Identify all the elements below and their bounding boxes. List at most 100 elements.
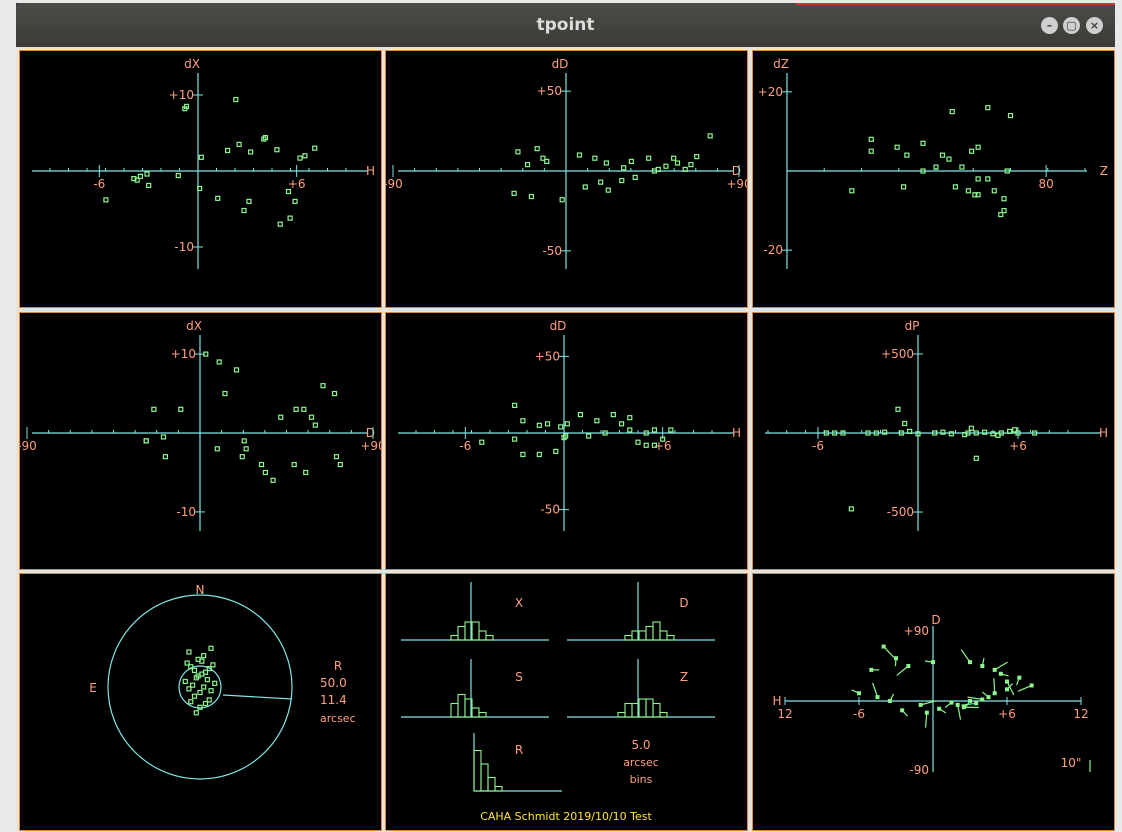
data-point	[201, 653, 207, 659]
data-point	[939, 152, 946, 158]
data-point	[627, 415, 633, 421]
x-tick-label: -90	[386, 177, 403, 191]
data-point	[882, 429, 888, 435]
data-point	[946, 156, 952, 162]
histogram-bar	[652, 702, 661, 718]
data-point	[887, 699, 892, 703]
data-point	[301, 406, 307, 412]
data-point	[544, 421, 551, 427]
data-point	[594, 418, 600, 424]
data-point	[949, 109, 955, 115]
data-point	[536, 451, 542, 458]
data-point	[869, 667, 874, 672]
data-point	[137, 173, 144, 179]
maximize-button[interactable]: ▢	[1063, 17, 1080, 34]
error-vector	[1006, 681, 1015, 696]
x-axis-label: D	[732, 164, 741, 178]
histogram-bar	[624, 634, 633, 641]
data-point	[646, 155, 652, 161]
data-point	[233, 96, 239, 103]
histogram-label: Z	[680, 670, 688, 684]
error-vector	[961, 702, 977, 706]
y-tick-label: +500	[881, 347, 914, 361]
histogram-bar	[494, 785, 503, 792]
y-tick-label: +50	[537, 84, 562, 98]
data-point	[214, 446, 220, 452]
minimize-icon: –	[1046, 19, 1053, 32]
data-point	[331, 390, 338, 397]
data-point	[895, 406, 901, 412]
data-point	[210, 662, 216, 668]
x-axis-label: H	[366, 164, 375, 178]
data-point	[643, 442, 649, 448]
data-point	[193, 710, 199, 716]
data-point	[621, 165, 627, 171]
data-point	[312, 422, 318, 428]
data-point	[663, 163, 669, 169]
histogram-bar	[478, 630, 487, 641]
title-bar[interactable]: tpoint – ▢ ×	[16, 3, 1115, 47]
panel-radial-error: N E R 50.0 11.4 arcsec	[19, 573, 382, 831]
data-point	[278, 414, 284, 420]
data-point	[894, 656, 898, 661]
histogram-bar	[659, 630, 668, 641]
data-point	[894, 144, 900, 150]
data-point	[564, 421, 570, 427]
histogram-bar	[450, 702, 459, 718]
data-point	[262, 469, 268, 476]
data-point	[849, 188, 855, 194]
minimize-button[interactable]: –	[1041, 17, 1058, 34]
error-vector	[872, 682, 879, 698]
histogram-label: X	[515, 596, 523, 610]
error-vector	[957, 704, 962, 720]
error-vector	[967, 696, 983, 701]
data-point	[553, 448, 559, 454]
data-point	[160, 434, 167, 440]
data-point	[320, 383, 326, 389]
y-tick-label: -50	[542, 244, 562, 258]
data-point	[998, 671, 1003, 676]
data-point	[308, 414, 315, 420]
data-point	[875, 695, 880, 700]
data-point	[973, 455, 979, 461]
data-point	[924, 710, 929, 715]
data-point	[848, 506, 854, 512]
histogram-label: R	[515, 743, 523, 757]
scale-label: 10"	[1061, 756, 1082, 770]
data-point	[881, 644, 886, 649]
data-point	[563, 433, 569, 439]
data-point	[980, 664, 985, 668]
data-point	[832, 430, 838, 436]
data-point	[143, 438, 149, 444]
x-axis-label: H	[772, 694, 781, 708]
data-point	[857, 691, 861, 696]
x-tick-label: +90	[726, 177, 747, 191]
data-point	[955, 702, 960, 707]
bins-unit: arcsec	[623, 756, 659, 769]
data-point	[694, 154, 700, 160]
data-point	[162, 454, 168, 460]
data-point	[195, 656, 201, 662]
data-point	[907, 428, 913, 435]
data-point	[959, 164, 965, 170]
data-point	[559, 197, 565, 203]
close-button[interactable]: ×	[1086, 17, 1103, 34]
data-point	[603, 160, 609, 166]
data-point	[184, 660, 190, 666]
chart-dd-vs-d: dD D -90 +90 +50 -50	[386, 57, 747, 269]
data-point	[618, 421, 625, 427]
bins-value: 5.0	[631, 738, 650, 752]
data-point	[906, 664, 911, 668]
chart-dd-vs-h: dD H -6 +6 +50 -50	[398, 319, 741, 531]
close-icon: ×	[1089, 19, 1100, 32]
data-point	[632, 174, 638, 180]
histogram-bar	[638, 630, 647, 641]
data-point	[515, 149, 521, 155]
data-point	[258, 461, 265, 468]
histogram-bar	[471, 707, 480, 718]
y-tick-label: -50	[540, 503, 560, 517]
histogram-bar	[638, 698, 647, 718]
data-point	[968, 699, 972, 703]
data-point	[520, 418, 526, 424]
data-point	[968, 425, 974, 431]
